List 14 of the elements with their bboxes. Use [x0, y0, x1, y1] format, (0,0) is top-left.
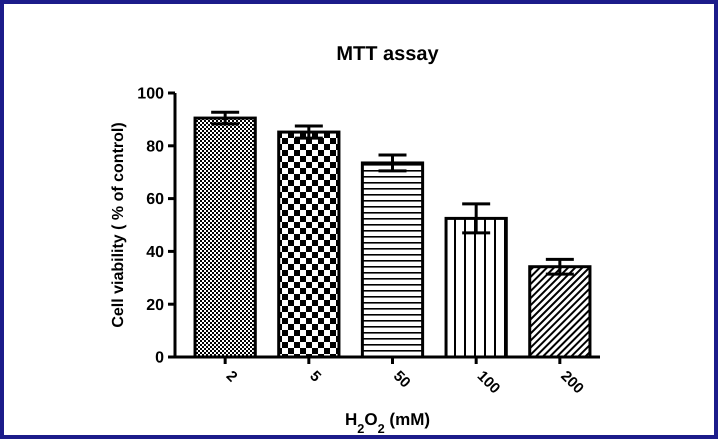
y-tick-label: 100 — [137, 86, 164, 103]
y-tick-label: 40 — [146, 244, 164, 261]
x-tick-label: 5 — [306, 368, 324, 386]
x-tick-label: 200 — [557, 368, 588, 398]
x-tick-label: 2 — [222, 368, 241, 386]
y-axis-title: Cell viability ( % of control) — [110, 122, 127, 328]
y-tick-label: 80 — [146, 138, 164, 156]
x-tick-label: 50 — [390, 368, 414, 392]
chart-title: MTT assay — [336, 43, 440, 65]
y-tick-label: 60 — [146, 191, 164, 208]
y-tick-label: 0 — [155, 350, 164, 367]
y-tick-label: 20 — [146, 296, 164, 314]
x-axis-title: H$_{2}$O$_{2}$ (mM) — [344, 410, 430, 436]
x-tick-label: 100 — [474, 368, 504, 398]
